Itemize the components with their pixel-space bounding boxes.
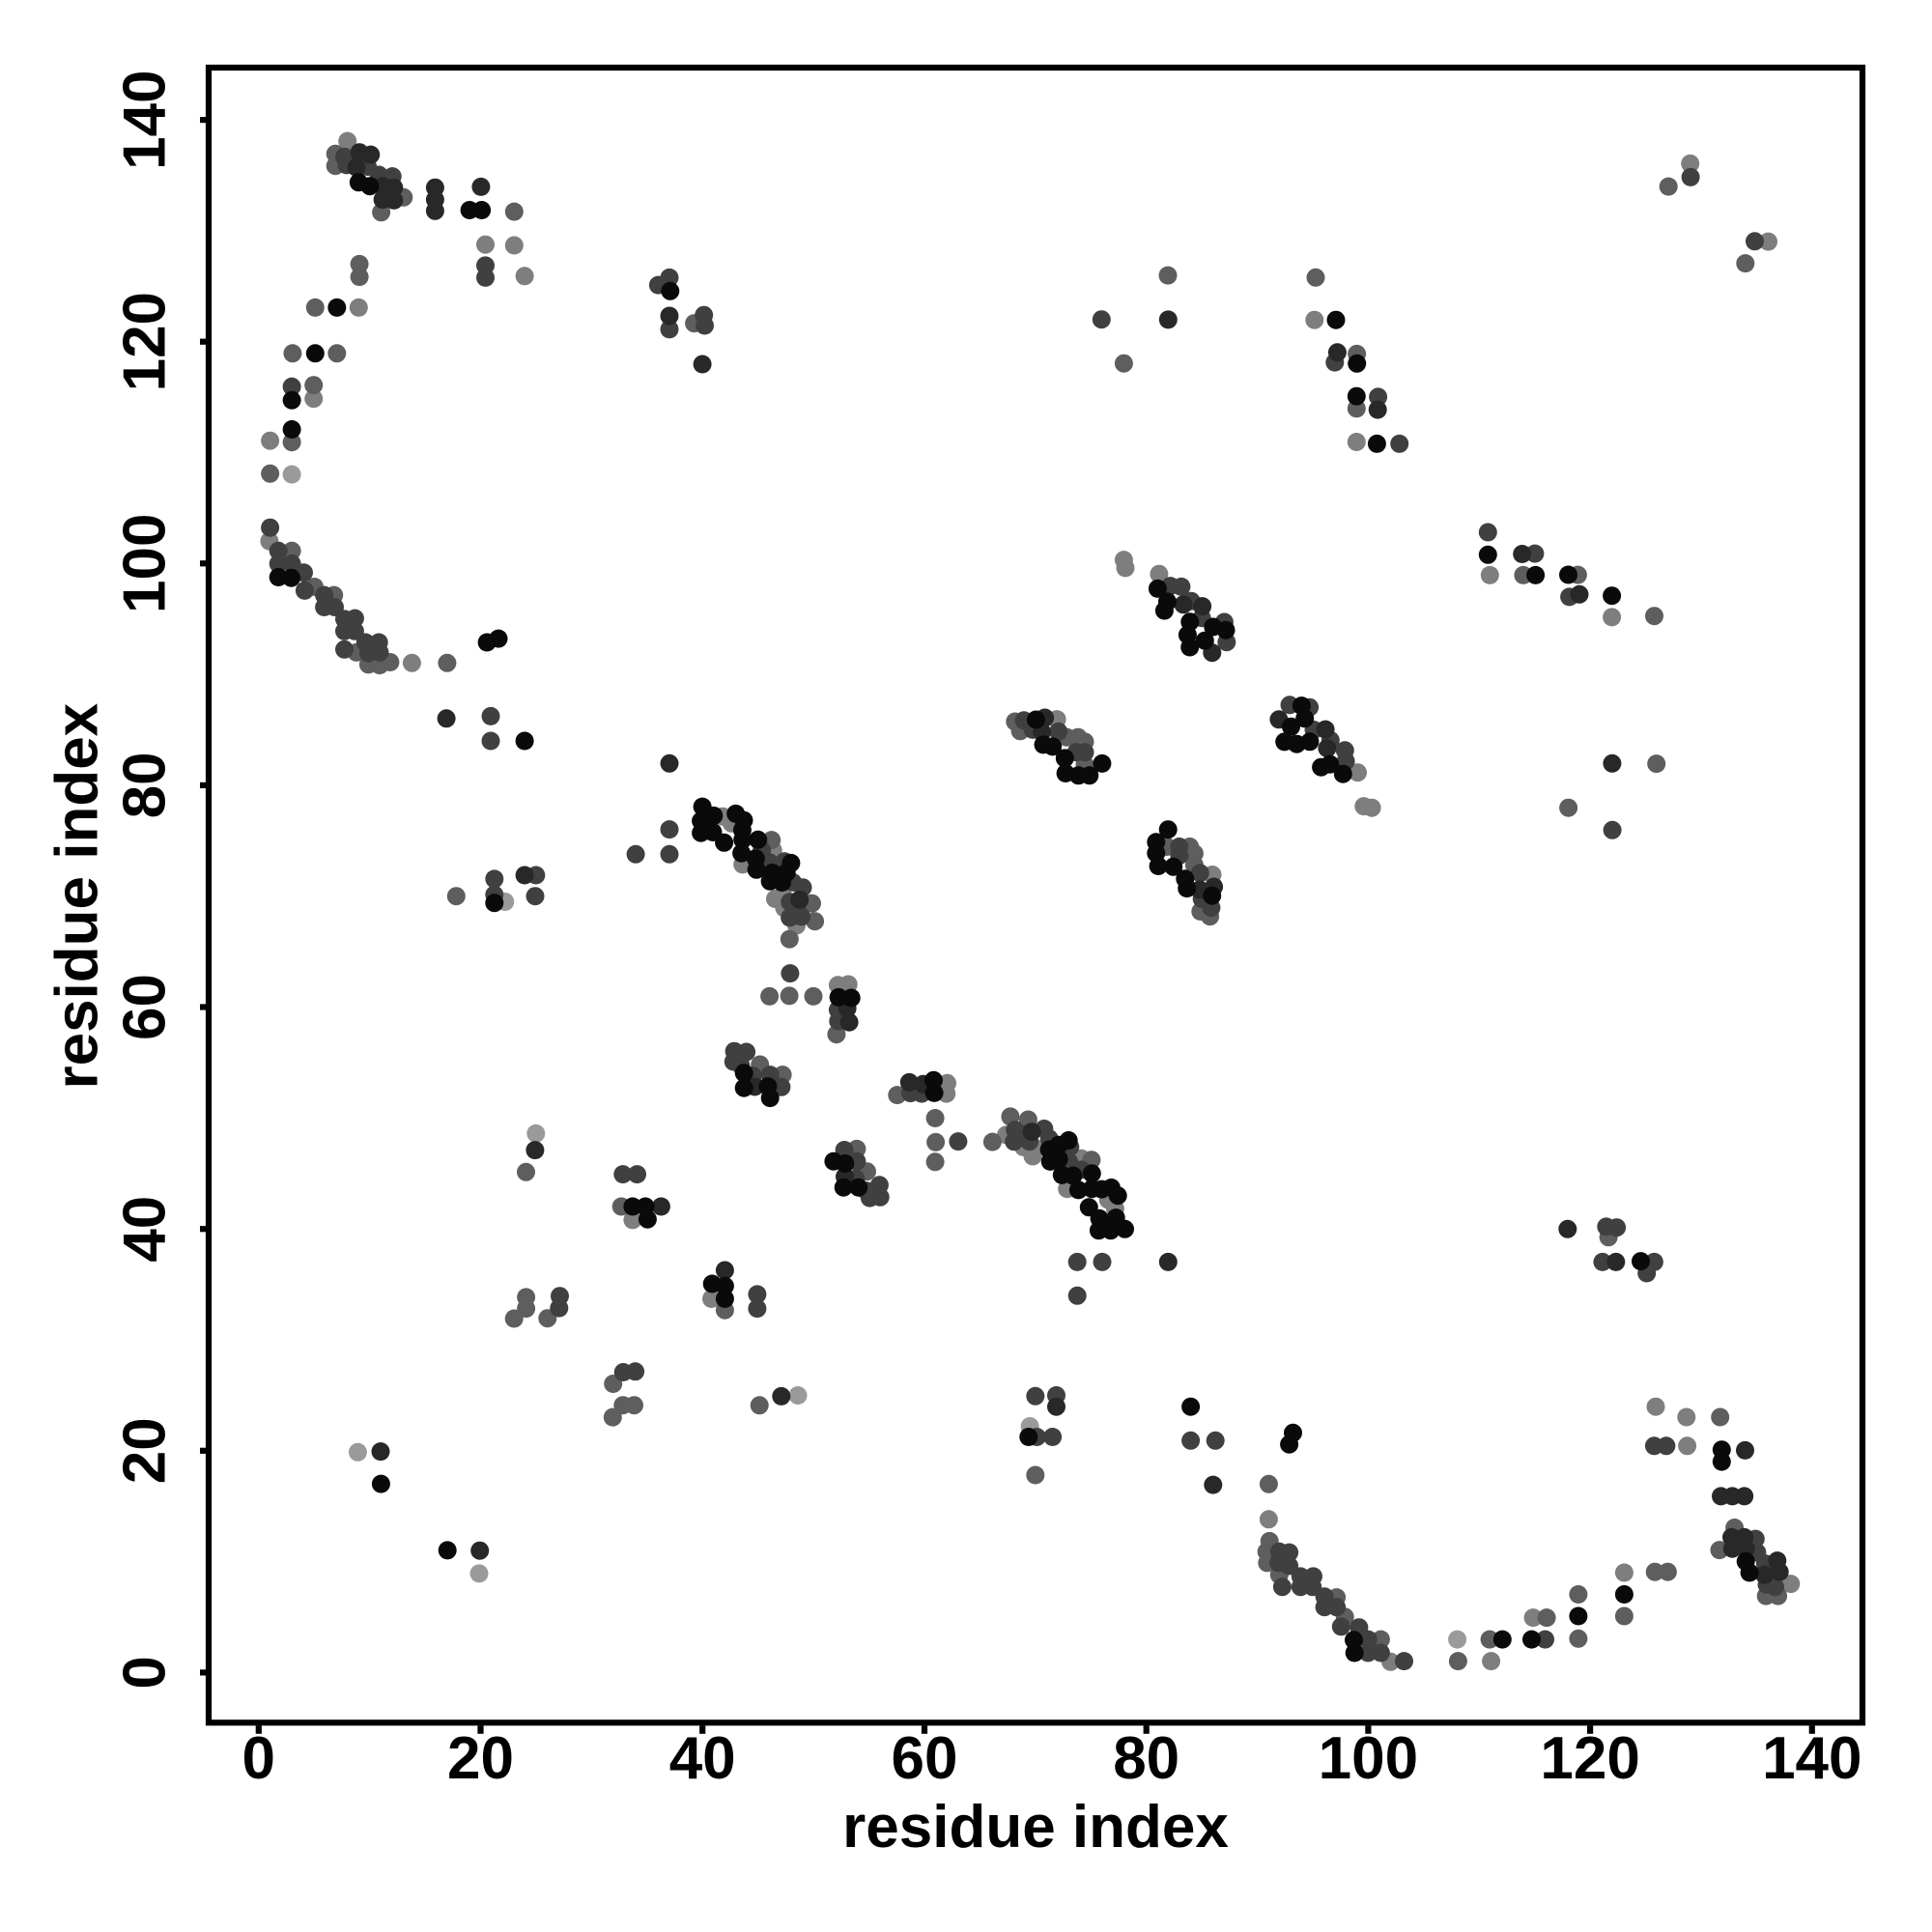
svg-text:140: 140 — [1762, 1725, 1861, 1792]
svg-text:120: 120 — [1540, 1725, 1639, 1792]
svg-text:residue index: residue index — [842, 1794, 1229, 1861]
svg-text:residue index: residue index — [44, 702, 111, 1089]
svg-text:40: 40 — [669, 1725, 736, 1792]
svg-text:80: 80 — [112, 752, 179, 818]
svg-text:40: 40 — [112, 1196, 179, 1263]
svg-text:60: 60 — [892, 1725, 958, 1792]
svg-text:100: 100 — [112, 514, 179, 613]
svg-text:80: 80 — [1113, 1725, 1179, 1792]
svg-text:140: 140 — [112, 70, 179, 169]
svg-text:0: 0 — [242, 1725, 275, 1792]
svg-text:60: 60 — [112, 974, 179, 1040]
svg-text:100: 100 — [1319, 1725, 1418, 1792]
svg-text:20: 20 — [447, 1725, 514, 1792]
svg-text:120: 120 — [112, 292, 179, 391]
svg-text:20: 20 — [112, 1417, 179, 1484]
svg-text:0: 0 — [112, 1656, 179, 1689]
